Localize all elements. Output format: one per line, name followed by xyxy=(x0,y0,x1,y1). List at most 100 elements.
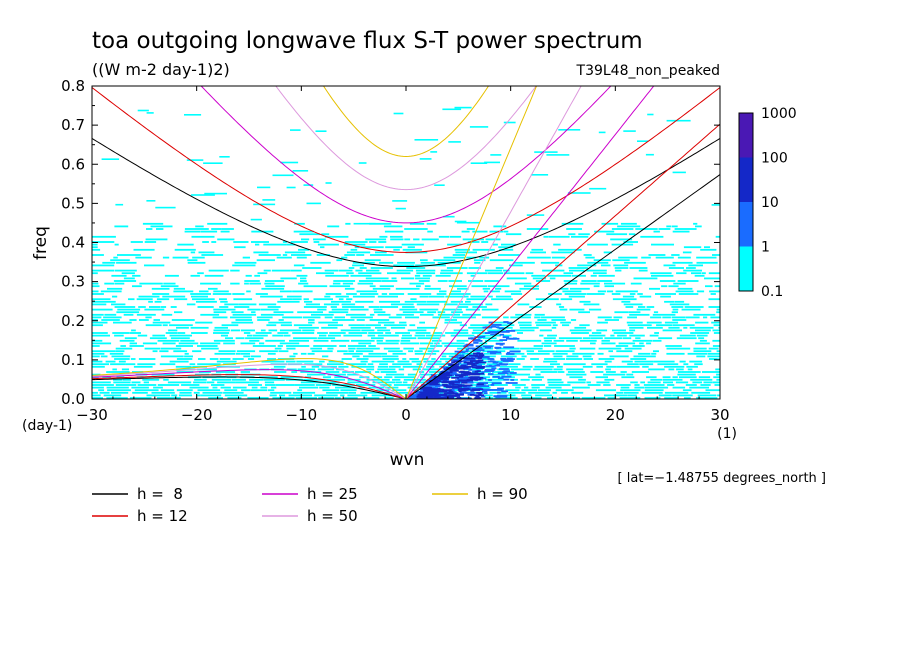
spectrum-streak xyxy=(449,285,467,288)
rossby-curve xyxy=(92,358,407,399)
spectrum-streak xyxy=(699,339,707,342)
spectrum-streak xyxy=(371,360,395,363)
spectrum-streak xyxy=(401,277,415,280)
spectrum-streak xyxy=(211,228,222,230)
spectrum-heatmap xyxy=(92,106,720,399)
spectrum-streak xyxy=(296,256,307,259)
spectrum-streak xyxy=(252,345,276,347)
spectrum-streak xyxy=(638,306,646,308)
spectrum-streak xyxy=(662,376,671,379)
spectrum-streak xyxy=(390,235,403,238)
spectrum-streak xyxy=(668,368,675,371)
spectrum-streak xyxy=(627,394,637,397)
spectrum-streak xyxy=(630,381,638,384)
spectrum-streak xyxy=(476,383,484,386)
spectrum-streak xyxy=(206,381,215,384)
spectrum-streak xyxy=(484,339,503,342)
spectrum-streak xyxy=(465,308,480,311)
spectrum-streak xyxy=(612,259,630,262)
spectrum-streak xyxy=(435,388,440,391)
spectrum-streak xyxy=(355,300,374,303)
spectrum-streak xyxy=(268,329,278,332)
spectrum-streak xyxy=(605,371,616,373)
spectrum-streak xyxy=(467,347,475,350)
spectrum-streak xyxy=(271,269,291,272)
spectrum-streak xyxy=(629,334,645,337)
spectrum-streak xyxy=(526,214,545,216)
spectrum-streak xyxy=(483,392,488,395)
spectrum-streak xyxy=(653,350,659,353)
spectrum-streak xyxy=(255,243,260,246)
spectrum-streak xyxy=(160,355,184,358)
spectrum-streak xyxy=(672,308,679,311)
spectrum-streak xyxy=(151,391,175,394)
spectrum-streak xyxy=(300,352,307,355)
spectrum-streak xyxy=(480,360,493,363)
spectrum-streak xyxy=(550,363,560,366)
spectrum-streak xyxy=(328,311,349,314)
spectrum-streak xyxy=(433,259,456,262)
spectrum-streak xyxy=(569,347,576,350)
spectrum-streak xyxy=(499,333,505,336)
spectrum-streak xyxy=(246,290,251,293)
spectrum-streak xyxy=(397,360,410,363)
spectrum-streak xyxy=(506,330,516,332)
spectrum-streak xyxy=(243,332,251,334)
spectrum-streak xyxy=(248,384,262,386)
spectrum-streak xyxy=(303,184,314,186)
spectrum-streak xyxy=(419,389,424,391)
spectrum-streak xyxy=(92,235,116,238)
spectrum-streak xyxy=(561,391,568,394)
spectrum-streak xyxy=(521,355,527,358)
spectrum-streak xyxy=(193,381,207,384)
spectrum-streak xyxy=(366,368,375,371)
spectrum-streak xyxy=(665,345,682,347)
spectrum-streak xyxy=(696,256,717,259)
spectrum-streak xyxy=(204,192,227,195)
spectrum-streak xyxy=(696,397,718,399)
spectrum-streak xyxy=(539,329,552,332)
spectrum-streak xyxy=(137,109,149,112)
spectrum-streak xyxy=(414,334,425,337)
spectrum-streak xyxy=(92,363,109,366)
spectrum-streak xyxy=(247,308,261,311)
legend-label: h = 8 xyxy=(137,485,183,503)
colorbar-frame xyxy=(738,112,754,292)
spectrum-streak xyxy=(484,397,494,399)
spectrum-streak xyxy=(622,295,635,298)
spectrum-streak xyxy=(379,235,388,238)
spectrum-streak xyxy=(533,345,544,347)
spectrum-streak xyxy=(186,303,196,306)
spectrum-streak xyxy=(567,371,585,373)
spectrum-streak xyxy=(103,316,122,319)
spectrum-streak xyxy=(249,282,261,285)
spectrum-streak xyxy=(315,130,327,132)
spectrum-streak xyxy=(464,350,469,353)
spectrum-streak xyxy=(558,397,581,399)
y-tick-label: 0.0 xyxy=(61,390,85,408)
spectrum-streak xyxy=(382,358,399,360)
spectrum-streak xyxy=(345,222,351,225)
spectrum-streak xyxy=(231,321,254,324)
spectrum-streak xyxy=(616,391,624,394)
spectrum-streak xyxy=(496,396,508,398)
spectrum-streak xyxy=(92,264,115,267)
spectrum-streak xyxy=(646,376,657,379)
y-tick-label: 0.6 xyxy=(61,155,85,173)
spectrum-streak xyxy=(389,293,405,295)
spectrum-streak xyxy=(462,350,482,353)
spectrum-streak xyxy=(484,378,509,381)
spectrum-streak xyxy=(146,200,156,202)
spectrum-streak xyxy=(644,386,669,389)
spectrum-streak xyxy=(369,285,376,288)
spectrum-streak xyxy=(272,334,284,337)
spectrum-streak xyxy=(456,378,464,380)
spectrum-streak xyxy=(327,373,346,376)
spectrum-streak xyxy=(152,293,170,295)
spectrum-streak xyxy=(220,386,231,389)
spectrum-streak xyxy=(121,368,129,371)
spectrum-streak xyxy=(471,285,487,288)
spectrum-streak xyxy=(173,290,194,293)
spectrum-streak xyxy=(409,324,416,327)
spectrum-streak xyxy=(495,347,499,349)
